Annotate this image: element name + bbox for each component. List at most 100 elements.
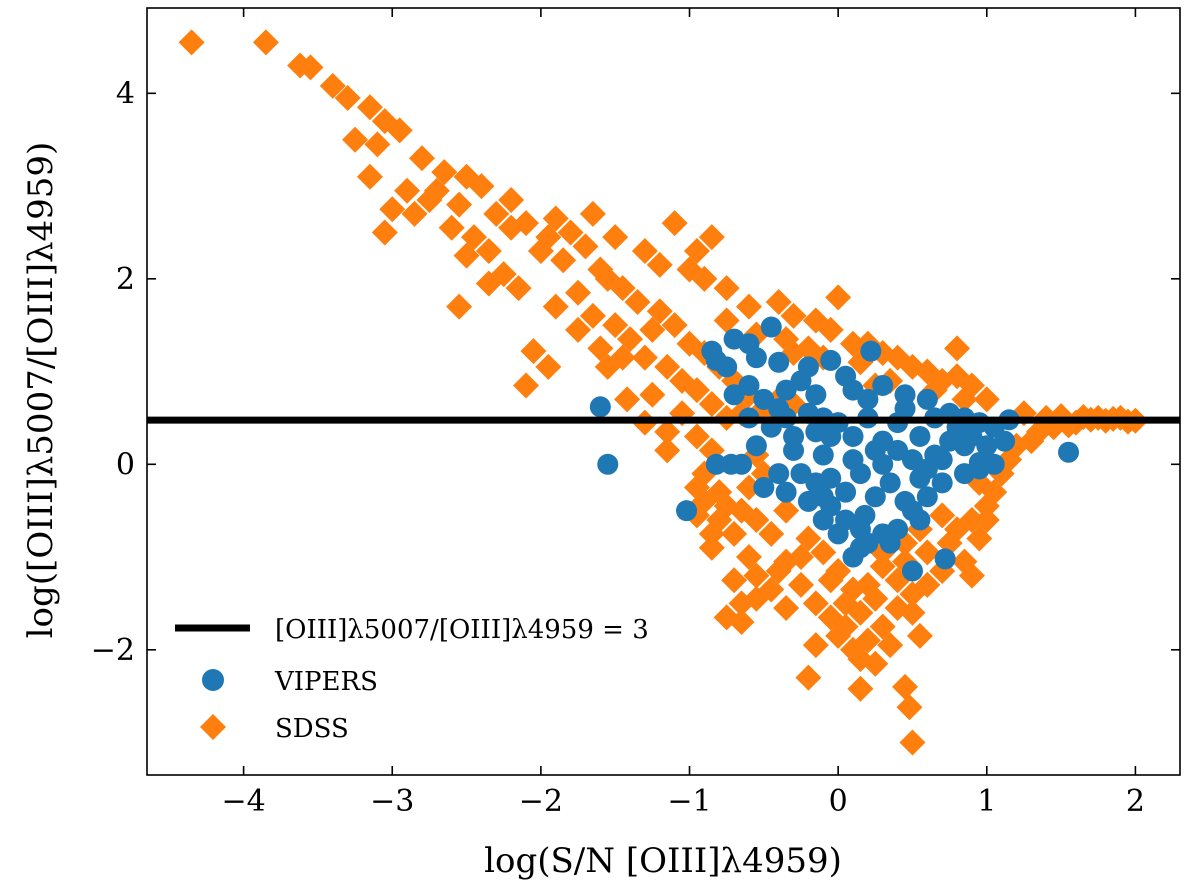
sdss-point <box>825 284 852 311</box>
sdss-point <box>817 567 844 594</box>
x-tick-label: 2 <box>1126 784 1145 819</box>
vipers-point <box>745 347 767 369</box>
sdss-point <box>498 186 525 213</box>
sdss-point <box>639 381 666 408</box>
sdss-point <box>914 571 941 598</box>
sdss-point <box>713 275 740 302</box>
sdss-point <box>550 247 577 274</box>
sdss-point <box>572 233 599 260</box>
sdss-point <box>423 177 450 204</box>
vipers-point <box>1058 441 1080 463</box>
sdss-point <box>743 506 770 533</box>
sdss-point <box>557 219 584 246</box>
vipers-point <box>775 379 797 401</box>
vipers-point <box>812 486 834 508</box>
sdss-point <box>513 210 540 237</box>
sdss-point <box>683 423 710 450</box>
sdss-point <box>899 729 926 756</box>
sdss-point <box>379 196 406 223</box>
sdss-point <box>743 562 770 589</box>
vipers-point <box>849 463 871 485</box>
sdss-point <box>698 224 725 251</box>
vipers-point <box>805 421 827 443</box>
sdss-point <box>802 590 829 617</box>
vipers-point <box>745 435 767 457</box>
vipers-point <box>716 356 738 378</box>
sdss-point <box>721 567 748 594</box>
sdss-point <box>698 534 725 561</box>
sdss-point <box>624 289 651 316</box>
y-tick-label: −2 <box>91 633 135 668</box>
vipers-point <box>931 449 953 471</box>
sdss-point <box>683 474 710 501</box>
sdss-point <box>802 632 829 659</box>
vipers-point <box>860 340 882 362</box>
sdss-point <box>579 302 606 329</box>
sdss-point <box>475 270 502 297</box>
vipers-point <box>857 388 879 410</box>
vipers-point <box>968 458 990 480</box>
sdss-point <box>765 289 792 316</box>
vipers-point <box>864 439 886 461</box>
sdss-point <box>906 622 933 649</box>
sdss-point <box>899 599 926 626</box>
sdss-point <box>468 173 495 200</box>
sdss-point <box>334 84 361 111</box>
sdss-point <box>735 474 762 501</box>
sdss-point <box>319 72 346 99</box>
sdss-point <box>914 539 941 566</box>
vipers-point <box>775 481 797 503</box>
vipers-point <box>879 472 901 494</box>
sdss-point <box>713 307 740 334</box>
sdss-point <box>505 275 532 302</box>
x-tick-label: −1 <box>667 784 711 819</box>
legend-label-vipers: VIPERS <box>274 667 378 697</box>
vipers-point <box>934 548 956 570</box>
sdss-point <box>565 279 592 306</box>
sdss-point <box>483 200 510 227</box>
sdss-point <box>527 237 554 264</box>
sdss-point <box>854 627 881 654</box>
sdss-point <box>475 237 502 264</box>
legend-marker-sdss <box>200 714 226 740</box>
sdss-point <box>847 675 874 702</box>
vipers-point <box>894 398 916 420</box>
y-tick-label: 0 <box>116 447 135 482</box>
sdss-point <box>654 418 681 445</box>
sdss-point <box>535 353 562 380</box>
x-tick-label: −4 <box>221 784 265 819</box>
vipers-point <box>835 481 857 503</box>
vipers-point <box>812 509 834 531</box>
sdss-point <box>356 94 383 121</box>
sdss-point <box>892 673 919 700</box>
sdss-point <box>446 191 473 218</box>
sdss-point <box>438 214 465 241</box>
sdss-point <box>602 224 629 251</box>
sdss-point <box>743 585 770 612</box>
sdss-point <box>958 506 985 533</box>
sdss-point <box>520 338 547 365</box>
legend-marker-vipers <box>202 669 224 691</box>
sdss-point <box>698 391 725 418</box>
vipers-point <box>805 384 827 406</box>
vipers-point <box>909 425 931 447</box>
sdss-point <box>654 437 681 464</box>
vipers-point <box>901 560 923 582</box>
sdss-point <box>958 562 985 589</box>
sdss-point <box>787 544 814 571</box>
vipers-point <box>872 374 894 396</box>
sdss-point <box>602 312 629 339</box>
sdss-point <box>832 613 859 640</box>
vipers-point <box>994 430 1016 452</box>
axis-ticks: −4 −3 −2 −1 0 1 2 −2 0 2 4 <box>91 8 1180 819</box>
sdss-point <box>896 694 923 721</box>
vipers-point <box>916 388 938 410</box>
sdss-point <box>631 344 658 371</box>
sdss-point <box>178 29 205 56</box>
x-tick-label: −2 <box>519 784 563 819</box>
sdss-point <box>869 553 896 580</box>
x-tick-label: 0 <box>829 784 848 819</box>
sdss-point <box>929 502 956 529</box>
sdss-point <box>386 117 413 144</box>
